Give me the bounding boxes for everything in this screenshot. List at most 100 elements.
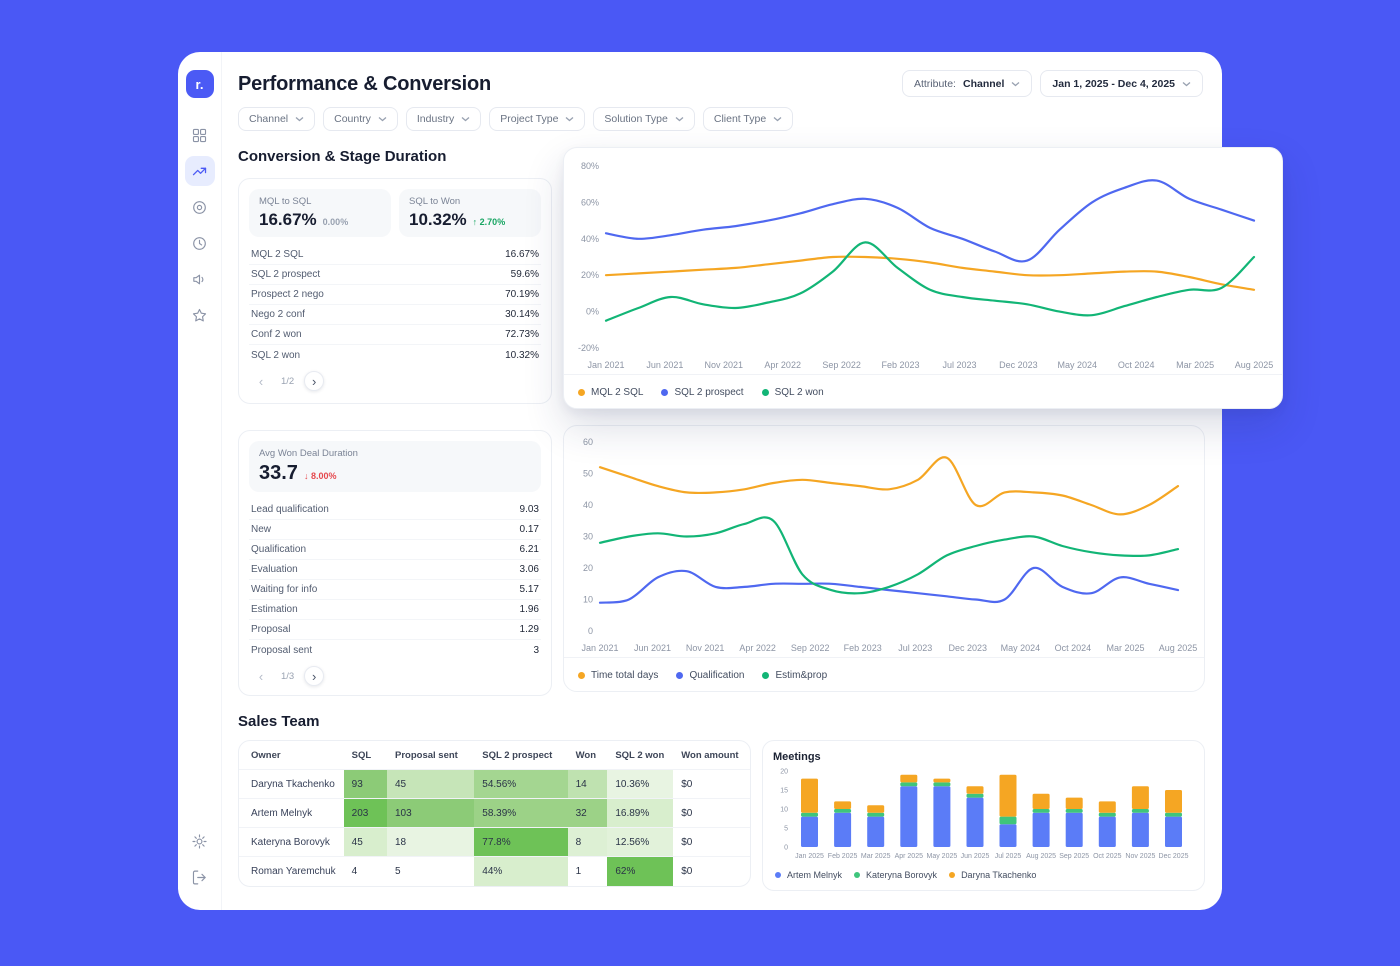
legend-item[interactable]: Qualification	[676, 670, 744, 681]
svg-text:20: 20	[583, 563, 593, 573]
svg-text:Jan 2021: Jan 2021	[581, 643, 618, 653]
table-header-row: Owner SQL Proposal sent SQL 2 prospect W…	[239, 741, 750, 770]
svg-text:20%: 20%	[581, 270, 599, 280]
logout-button[interactable]	[185, 862, 215, 892]
svg-text:Nov 2025: Nov 2025	[1125, 853, 1155, 860]
list-item: Estimation 1.96	[249, 600, 541, 620]
filter-chip-country[interactable]: Country	[323, 107, 398, 131]
duration-trend-card: 60 50 40 30 20 10 0 Jan 2021 Jun 2021 Nov 2021 Apr…	[563, 425, 1205, 692]
kpi-value: 33.7	[259, 462, 298, 484]
svg-text:Sep 2022: Sep 2022	[791, 643, 830, 653]
app-logo[interactable]: r.	[185, 70, 214, 98]
svg-text:15: 15	[780, 788, 788, 795]
metric-label: Waiting for info	[251, 584, 318, 595]
legend-item[interactable]: Kateryna Borovyk	[854, 870, 937, 880]
metric-value: 6.21	[519, 544, 539, 555]
star-icon	[192, 308, 207, 321]
svg-text:5: 5	[784, 826, 788, 833]
date-range-picker[interactable]: Jan 1, 2025 - Dec 4, 2025	[1040, 70, 1203, 97]
sidebar-item-dashboard[interactable]	[185, 120, 215, 150]
sidebar-item-favorites[interactable]	[185, 300, 215, 330]
settings-button[interactable]	[185, 826, 215, 856]
sidebar-item-announcements[interactable]	[185, 264, 215, 294]
filter-chip-client-type[interactable]: Client Type	[702, 107, 794, 131]
prev-page-button[interactable]: ‹	[251, 371, 271, 391]
sidebar-item-targets[interactable]	[185, 192, 215, 222]
page-indicator: 1/3	[281, 670, 295, 682]
svg-text:May 2024: May 2024	[1058, 360, 1098, 370]
filter-bar: Channel Country Industry Project Type So…	[238, 107, 794, 131]
filter-chip-channel[interactable]: Channel	[238, 107, 316, 131]
chevron-down-icon	[675, 117, 684, 122]
svg-text:Dec 2025: Dec 2025	[1159, 853, 1189, 860]
metric-label: Prospect 2 nego	[251, 289, 324, 300]
svg-text:Feb 2023: Feb 2023	[881, 360, 919, 370]
svg-text:0: 0	[784, 845, 788, 852]
list-item: Nego 2 conf 30.14%	[249, 305, 541, 325]
column-header: Won amount	[681, 750, 739, 761]
metric-label: Proposal	[251, 624, 291, 635]
prev-page-button[interactable]: ‹	[251, 666, 271, 686]
filter-chip-industry[interactable]: Industry	[405, 107, 482, 131]
legend-dot	[949, 872, 956, 878]
heatmap-cell: 8	[567, 827, 608, 857]
legend-item[interactable]: Time total days	[578, 670, 658, 681]
attribute-selector[interactable]: Attribute: Channel	[901, 70, 1033, 97]
legend-item[interactable]: MQL 2 SQL	[578, 387, 643, 398]
svg-text:May 2025: May 2025	[927, 853, 958, 860]
svg-text:0%: 0%	[586, 307, 599, 317]
kpi-avg-won-deal-duration: Avg Won Deal Duration 33.7 ↓ 8.00%	[249, 441, 541, 492]
amount-cell: $0	[673, 827, 750, 857]
svg-text:40%: 40%	[581, 234, 599, 244]
sidebar: r.	[178, 52, 222, 910]
legend-item[interactable]: SQL 2 won	[761, 387, 824, 398]
legend-item[interactable]: Artem Melnyk	[775, 870, 842, 880]
legend-label: SQL 2 prospect	[674, 387, 744, 398]
legend-dot	[578, 672, 585, 679]
svg-text:30: 30	[583, 532, 593, 542]
legend-item[interactable]: Estim&prop	[762, 670, 827, 681]
heatmap-cell: 62%	[607, 856, 674, 886]
filter-chip-label: Project Type	[500, 113, 559, 125]
legend-label: Time total days	[591, 670, 659, 681]
legend-item[interactable]: Daryna Tkachenko	[949, 870, 1036, 880]
chevron-down-icon	[378, 117, 387, 122]
list-item: Lead qualification 9.03	[249, 500, 541, 520]
metric-value: 70.19%	[505, 289, 539, 300]
svg-text:60%: 60%	[581, 197, 599, 207]
filter-chip-label: Channel	[249, 113, 289, 125]
metric-label: SQL 2 prospect	[251, 269, 321, 280]
header-controls: Attribute: Channel Jan 1, 2025 - Dec 4, …	[901, 70, 1203, 97]
heatmap-cell: 44%	[474, 856, 568, 886]
metric-value: 0.17	[519, 524, 539, 535]
kpi-delta: ↑ 2.70%	[472, 217, 506, 227]
svg-text:Mar 2025: Mar 2025	[1106, 643, 1144, 653]
svg-text:40: 40	[583, 500, 593, 510]
filter-chip-project-type[interactable]: Project Type	[489, 107, 586, 131]
sidebar-item-performance[interactable]	[184, 156, 215, 186]
filter-chip-label: Solution Type	[604, 113, 668, 125]
filter-chip-solution-type[interactable]: Solution Type	[593, 107, 695, 131]
legend-label: Kateryna Borovyk	[866, 870, 938, 880]
column-header: Owner	[251, 750, 281, 761]
sales-team-table-card: Owner SQL Proposal sent SQL 2 prospect W…	[238, 740, 751, 887]
attribute-selector-prefix: Attribute:	[913, 77, 956, 90]
next-page-button[interactable]: ›	[304, 371, 325, 391]
heatmap-cell: 93	[343, 769, 387, 799]
heatmap-cell: 4	[343, 856, 387, 886]
legend-dot	[775, 872, 781, 878]
kpi-label: MQL to SQL	[259, 196, 312, 207]
svg-text:Apr 2022: Apr 2022	[764, 360, 801, 370]
next-page-button[interactable]: ›	[304, 666, 325, 686]
kpi-mql-to-sql: MQL to SQL 16.67% 0.00%	[249, 189, 391, 237]
list-item: New 0.17	[249, 520, 541, 540]
sidebar-item-time[interactable]	[185, 228, 215, 258]
column-header: Won	[575, 750, 597, 761]
chevron-down-icon	[461, 117, 470, 122]
svg-text:Nov 2021: Nov 2021	[705, 360, 744, 370]
kpi-label: SQL to Won	[409, 196, 461, 207]
chevron-down-icon	[565, 117, 574, 122]
metric-value: 1.96	[519, 604, 539, 615]
legend-item[interactable]: SQL 2 prospect	[661, 387, 744, 398]
metric-value: 59.6%	[510, 269, 539, 280]
